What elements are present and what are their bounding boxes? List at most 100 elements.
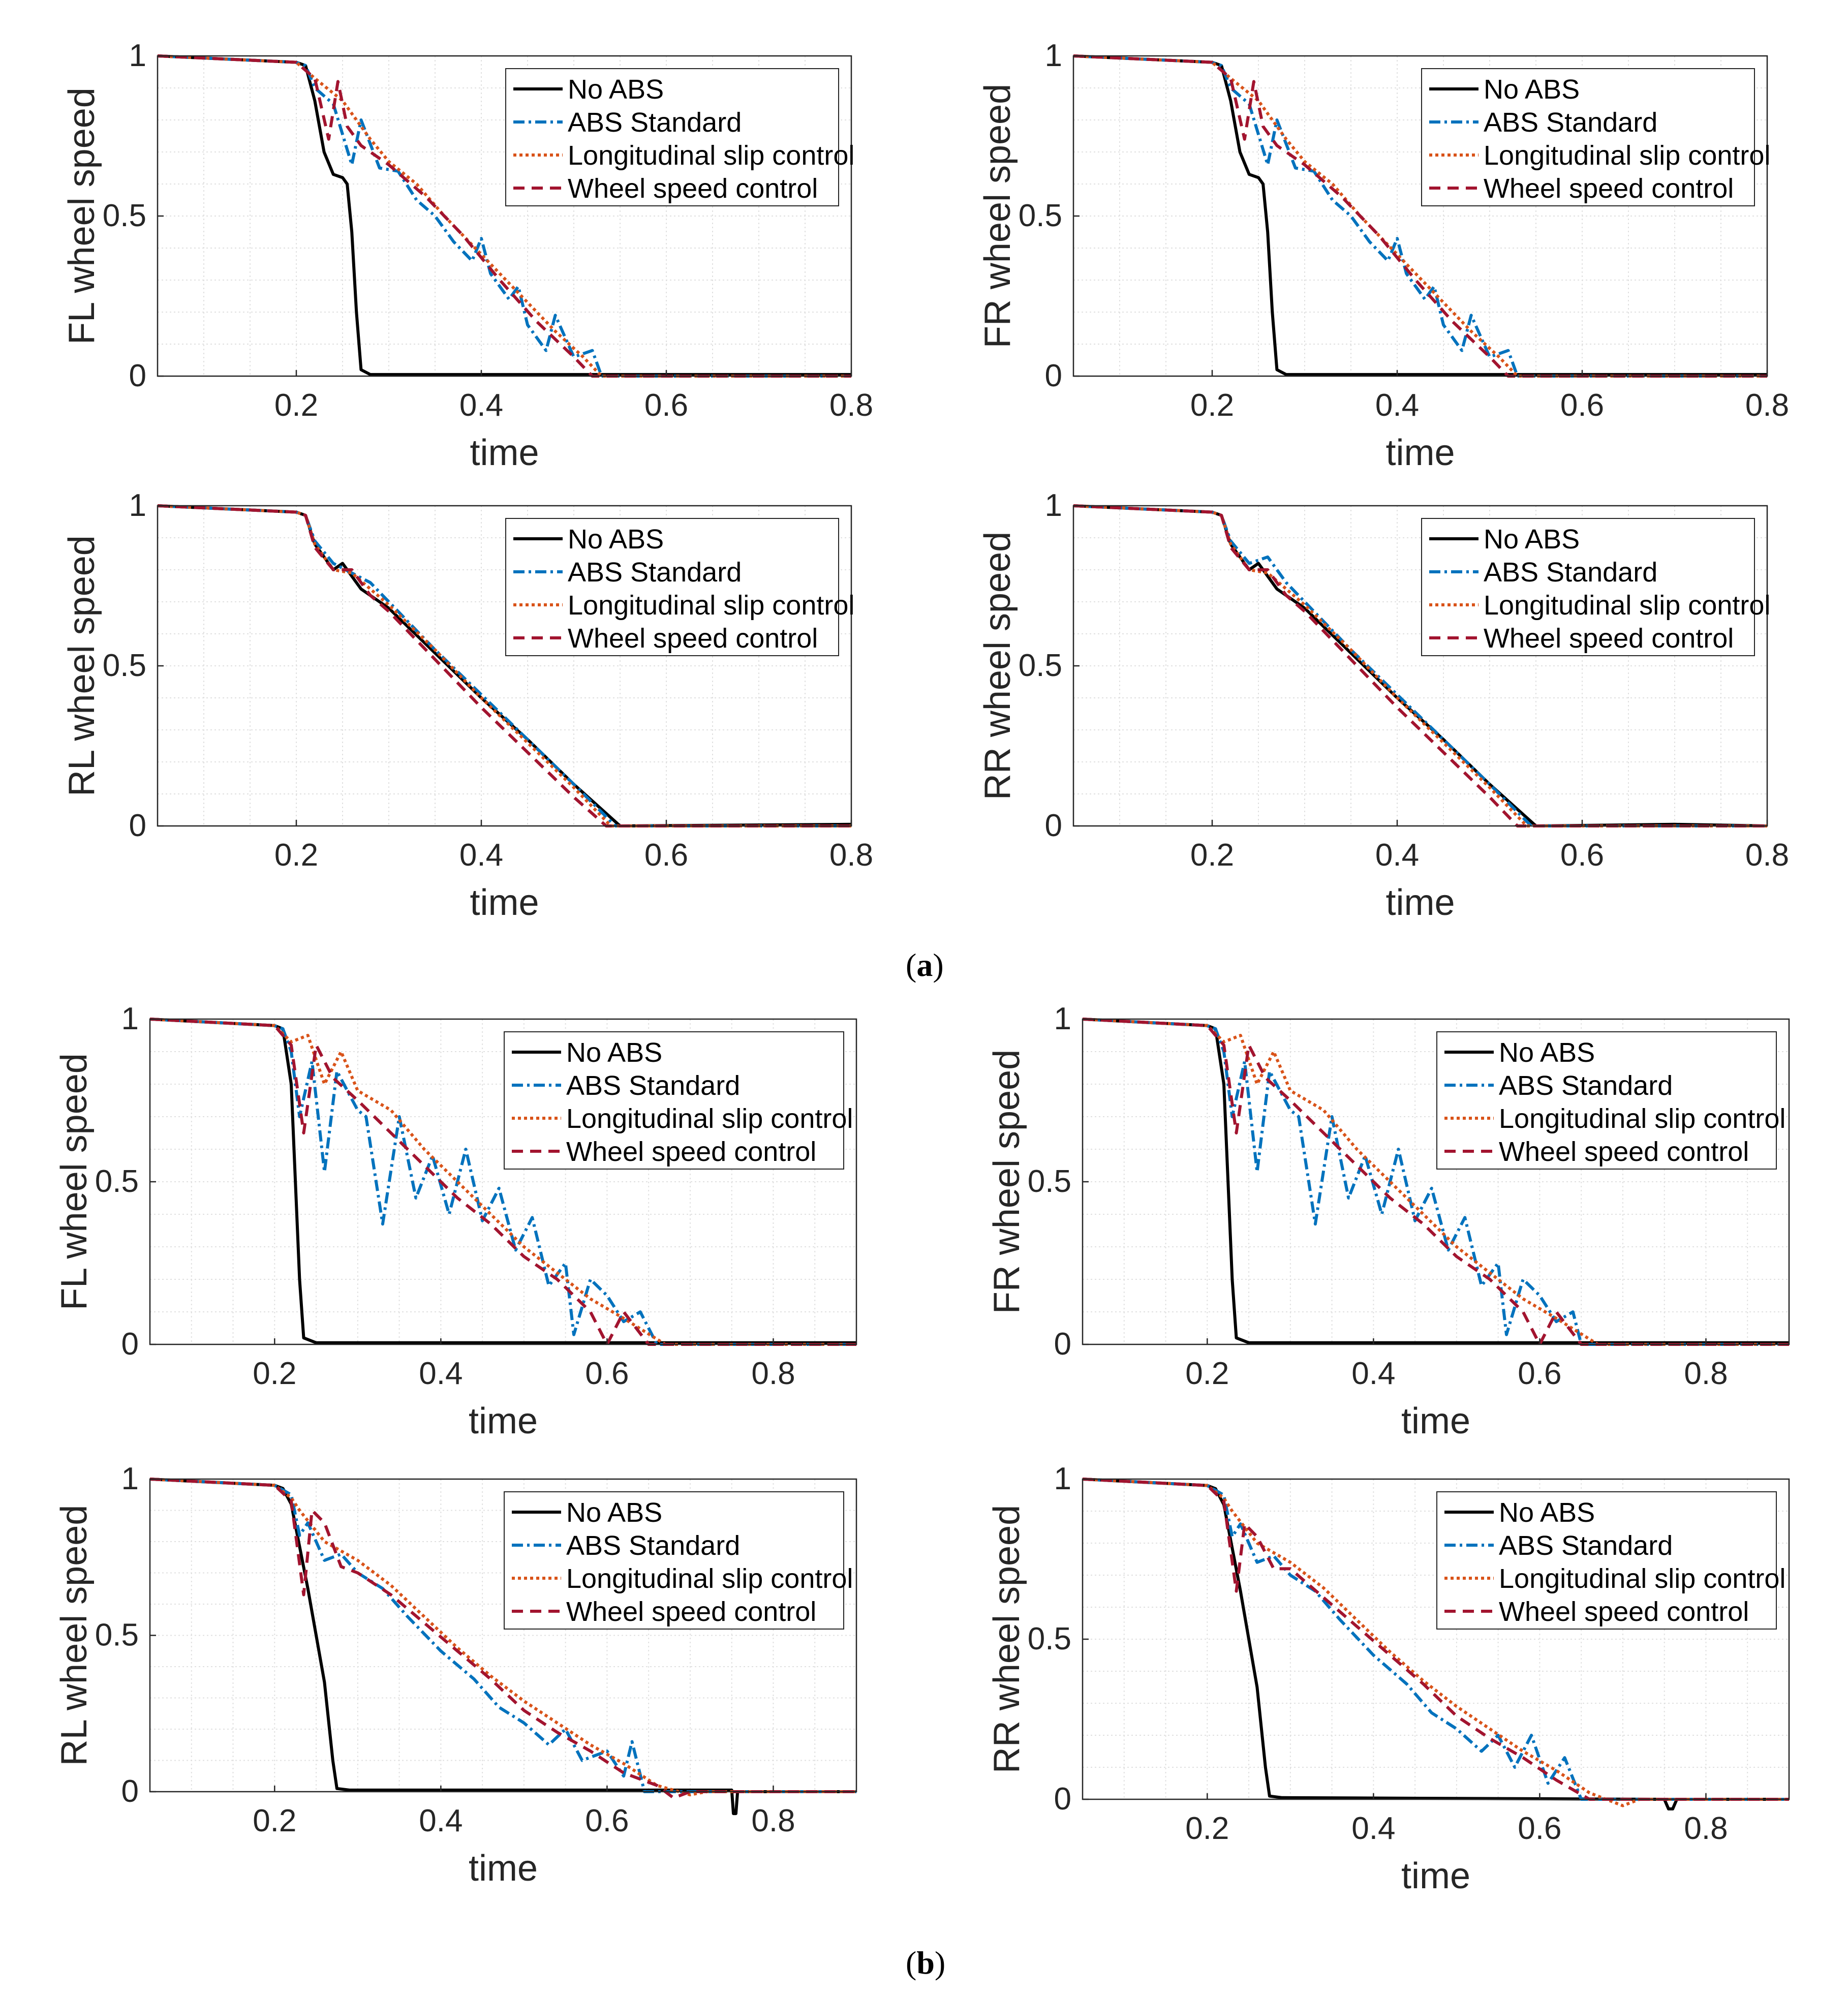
legend-box <box>1421 518 1755 656</box>
legend-entry: ABS Standard <box>566 1530 740 1561</box>
y-tick-label: 0 <box>1054 1327 1071 1362</box>
series-line-wheel-speed-control <box>1073 504 1767 827</box>
y-tick-label: 1 <box>121 1461 139 1496</box>
legend-entry: ABS Standard <box>566 1070 740 1101</box>
legend-entry: Longitudinal slip control <box>566 1563 853 1594</box>
x-axis-label: time <box>470 882 539 923</box>
chart-a-fl: 0.2 0.4 0.6 0.8 0 0.5 1 time FL wheel speed No AB… <box>61 38 873 473</box>
series-line-abs-standard <box>149 1478 856 1793</box>
x-tick-label: 0.2 <box>1185 1811 1229 1846</box>
legend-entry: No ABS <box>1484 524 1580 555</box>
legend-entry: ABS Standard <box>1499 1530 1673 1561</box>
legend-entry: ABS Standard <box>568 107 742 138</box>
legend-entry: Wheel speed control <box>1499 1137 1749 1167</box>
series-line-longitudinal-slip-control <box>1073 54 1767 378</box>
x-tick-label: 0.2 <box>1185 1356 1229 1391</box>
y-axis-label: FL wheel speed <box>54 1053 95 1310</box>
legend-box <box>504 1491 844 1630</box>
x-tick-label: 0.8 <box>1684 1356 1728 1391</box>
series-line-wheel-speed-control <box>1082 1478 1789 1801</box>
y-tick-label: 0 <box>1054 1782 1071 1817</box>
x-tick-label: 0.2 <box>253 1356 296 1391</box>
legend-box <box>505 518 839 656</box>
legend-entry: ABS Standard <box>1484 107 1657 138</box>
legend-entry: Longitudinal slip control <box>1484 140 1770 171</box>
series-line-wheel-speed-control <box>1073 54 1767 378</box>
x-tick-label: 0.6 <box>585 1803 629 1838</box>
legend-entry: No ABS <box>566 1037 662 1068</box>
panel-label-a-text: a <box>916 947 933 983</box>
y-axis-label: FR wheel speed <box>977 84 1018 348</box>
legend-entry: No ABS <box>568 74 664 105</box>
legend-entry: Longitudinal slip control <box>1484 590 1770 621</box>
x-tick-label: 0.8 <box>829 388 873 423</box>
legend-entry: Wheel speed control <box>566 1596 816 1627</box>
legend-entry: ABS Standard <box>1484 557 1657 588</box>
y-axis-label: RL wheel speed <box>61 535 102 796</box>
x-tick-label: 0.6 <box>1560 388 1604 423</box>
series-line-wheel-speed-control <box>1082 1018 1789 1346</box>
x-axis-label: time <box>1385 882 1455 923</box>
x-axis-label: time <box>1385 433 1455 473</box>
x-tick-label: 0.2 <box>274 838 318 873</box>
x-tick-label: 0.8 <box>751 1356 795 1391</box>
series-line-longitudinal-slip-control <box>149 1018 856 1346</box>
y-axis-label: RL wheel speed <box>54 1505 95 1766</box>
chart-a-fr: 0.2 0.4 0.6 0.8 0 0.5 1 time FR wheel speed No AB… <box>977 38 1789 473</box>
y-tick-label: 1 <box>121 1001 139 1036</box>
y-tick-label: 0.5 <box>95 1164 139 1199</box>
panel-label-b: (b) <box>906 1945 946 1981</box>
legend-box <box>1436 1491 1777 1630</box>
series-line-abs-standard <box>149 1018 856 1346</box>
legend-entry: No ABS <box>1499 1037 1595 1068</box>
y-axis-label: FL wheel speed <box>61 87 102 345</box>
y-tick-label: 0.5 <box>1028 1164 1071 1199</box>
x-axis-label: time <box>470 433 539 473</box>
y-tick-label: 0.5 <box>95 1618 139 1653</box>
x-tick-label: 0.8 <box>751 1803 795 1838</box>
legend-entry: ABS Standard <box>568 557 742 588</box>
legend-entry: Longitudinal slip control <box>568 140 854 171</box>
y-tick-label: 1 <box>129 38 146 73</box>
legend-entry: Longitudinal slip control <box>566 1103 853 1134</box>
legend-entry: Wheel speed control <box>568 173 818 204</box>
y-tick-label: 1 <box>1054 1001 1071 1036</box>
x-tick-label: 0.2 <box>1190 388 1234 423</box>
y-tick-label: 0.5 <box>103 198 146 233</box>
legend-box <box>1421 68 1755 206</box>
x-tick-label: 0.6 <box>585 1356 629 1391</box>
series-line-wheel-speed-control <box>149 1018 856 1346</box>
series-line-longitudinal-slip-control <box>1082 1478 1789 1807</box>
x-tick-label: 0.4 <box>1351 1811 1395 1846</box>
y-tick-label: 0 <box>121 1327 139 1362</box>
legend-box <box>1436 1031 1777 1170</box>
x-tick-label: 0.4 <box>1375 838 1419 873</box>
y-tick-label: 1 <box>1045 38 1062 73</box>
x-axis-label: time <box>1401 1856 1470 1896</box>
y-tick-label: 1 <box>129 488 146 523</box>
chart-b-fr: 0.2 0.4 0.6 0.8 0 0.5 1 time FR wheel speed No AB… <box>987 1001 1790 1441</box>
chart-a-rl: 0.2 0.4 0.6 0.8 0 0.5 1 time RL wheel speed No AB… <box>61 488 873 923</box>
series-line-no-abs <box>1082 1018 1789 1344</box>
x-tick-label: 0.2 <box>1190 838 1234 873</box>
legend-entry: Longitudinal slip control <box>1499 1563 1785 1594</box>
series-line-abs-standard <box>1082 1018 1789 1346</box>
y-tick-label: 0.5 <box>1019 198 1062 233</box>
legend-entry: Wheel speed control <box>566 1137 816 1167</box>
y-tick-label: 0 <box>1045 808 1062 843</box>
y-axis-label: RR wheel speed <box>987 1505 1027 1773</box>
series-line-abs-standard <box>1082 1478 1789 1801</box>
legend-entry: ABS Standard <box>1499 1070 1673 1101</box>
series-line-wheel-speed-control <box>149 1478 856 1800</box>
chart-b-rr: 0.2 0.4 0.6 0.8 0 0.5 1 time RR wheel speed No AB… <box>987 1461 1790 1896</box>
series-line-longitudinal-slip-control <box>1082 1018 1789 1346</box>
legend-entry: Wheel speed control <box>1484 623 1734 654</box>
y-axis-label: FR wheel speed <box>987 1050 1027 1314</box>
chart-b-rl: 0.2 0.4 0.6 0.8 0 0.5 1 time RL wheel speed No AB… <box>54 1461 857 1889</box>
chart-a-rr: 0.2 0.4 0.6 0.8 0 0.5 1 time RR wheel speed No AB… <box>977 488 1789 923</box>
